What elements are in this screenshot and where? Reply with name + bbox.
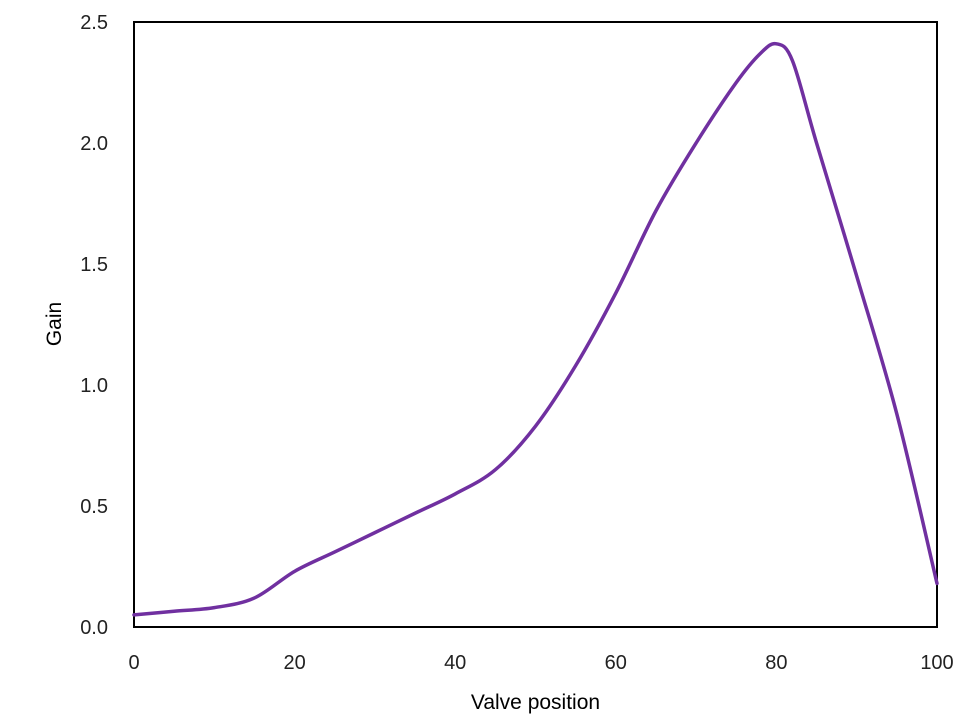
gain-series-line [132, 41, 939, 617]
x-tick-label: 0 [128, 652, 139, 674]
y-axis-title: Gain [43, 302, 66, 346]
plot-area-frame [133, 21, 938, 628]
y-tick-label: 1.0 [80, 375, 108, 397]
y-tick-label: 2.5 [80, 12, 108, 34]
series-layer [132, 41, 939, 617]
y-tick-label: 1.5 [80, 254, 108, 276]
y-tick-label: 0.5 [80, 496, 108, 518]
x-tick-label: 60 [605, 652, 627, 674]
x-axis-title: Valve position [471, 691, 600, 714]
x-axis-ticks: 0 20 40 60 80 100 [128, 652, 953, 674]
y-tick-label: 2.0 [80, 133, 108, 155]
x-tick-label: 80 [765, 652, 787, 674]
y-axis-ticks: 0.0 0.5 1.0 1.5 2.0 2.5 [80, 12, 108, 639]
x-tick-label: 20 [283, 652, 305, 674]
y-tick-label: 0.0 [80, 617, 108, 639]
x-tick-label: 40 [444, 652, 466, 674]
x-tick-label: 100 [920, 652, 953, 674]
